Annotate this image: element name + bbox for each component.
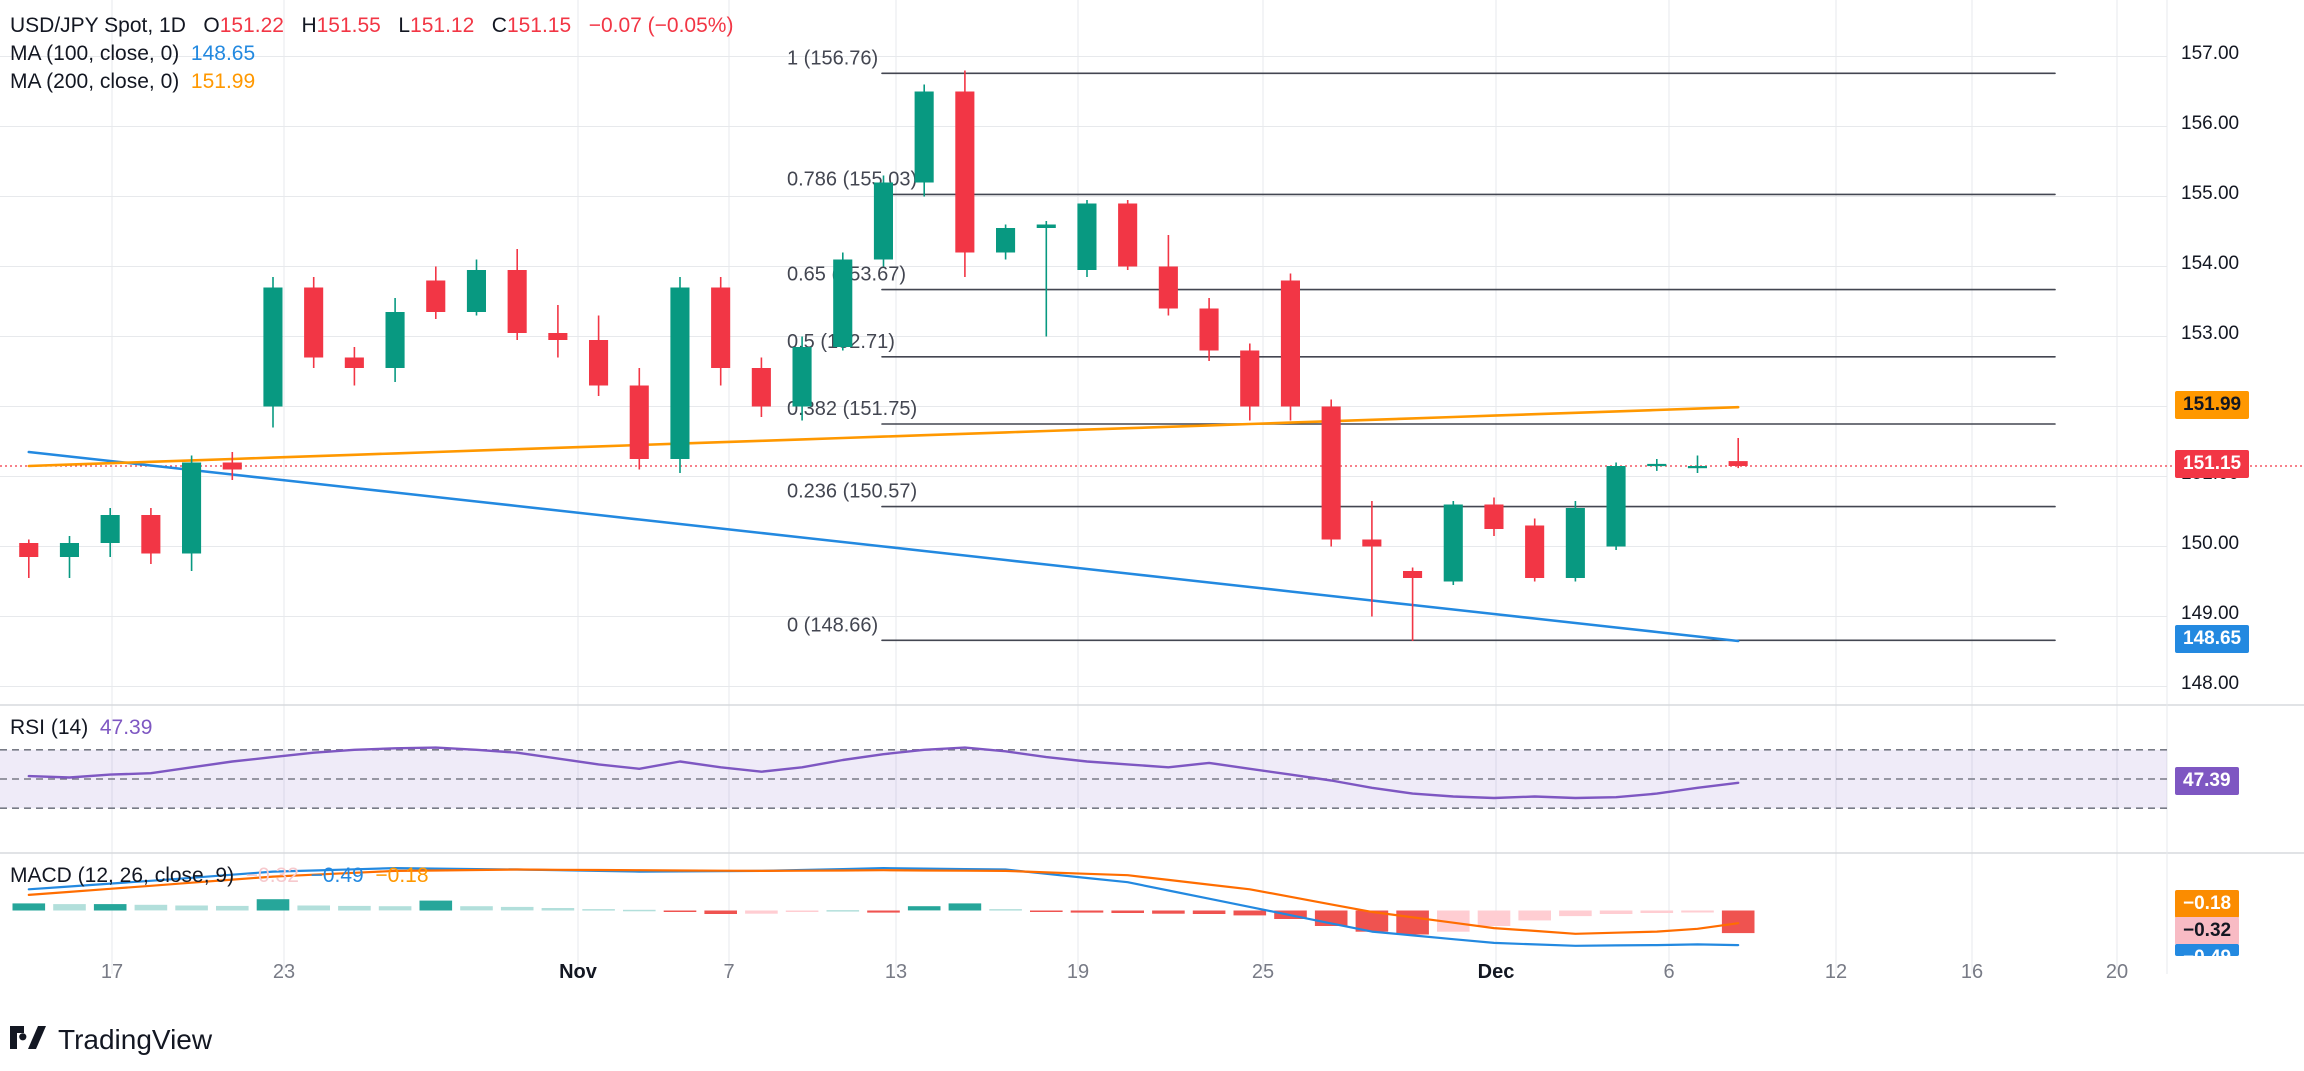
svg-text:20: 20 (2106, 961, 2128, 983)
svg-text:7: 7 (723, 961, 734, 983)
svg-text:19: 19 (1067, 961, 1089, 983)
svg-text:0 (148.66): 0 (148.66) (787, 614, 878, 636)
svg-text:Dec: Dec (1478, 961, 1515, 983)
svg-text:23: 23 (273, 961, 295, 983)
svg-text:25: 25 (1252, 961, 1274, 983)
svg-text:17: 17 (101, 961, 123, 983)
svg-text:0.236 (150.57): 0.236 (150.57) (787, 481, 917, 503)
svg-text:16: 16 (1961, 961, 1983, 983)
svg-text:13: 13 (885, 961, 907, 983)
svg-text:0.786 (155.03): 0.786 (155.03) (787, 168, 917, 190)
svg-text:6: 6 (1663, 961, 1674, 983)
svg-text:1 (156.76): 1 (156.76) (787, 47, 878, 69)
svg-text:12: 12 (1825, 961, 1847, 983)
svg-text:Nov: Nov (559, 961, 598, 983)
